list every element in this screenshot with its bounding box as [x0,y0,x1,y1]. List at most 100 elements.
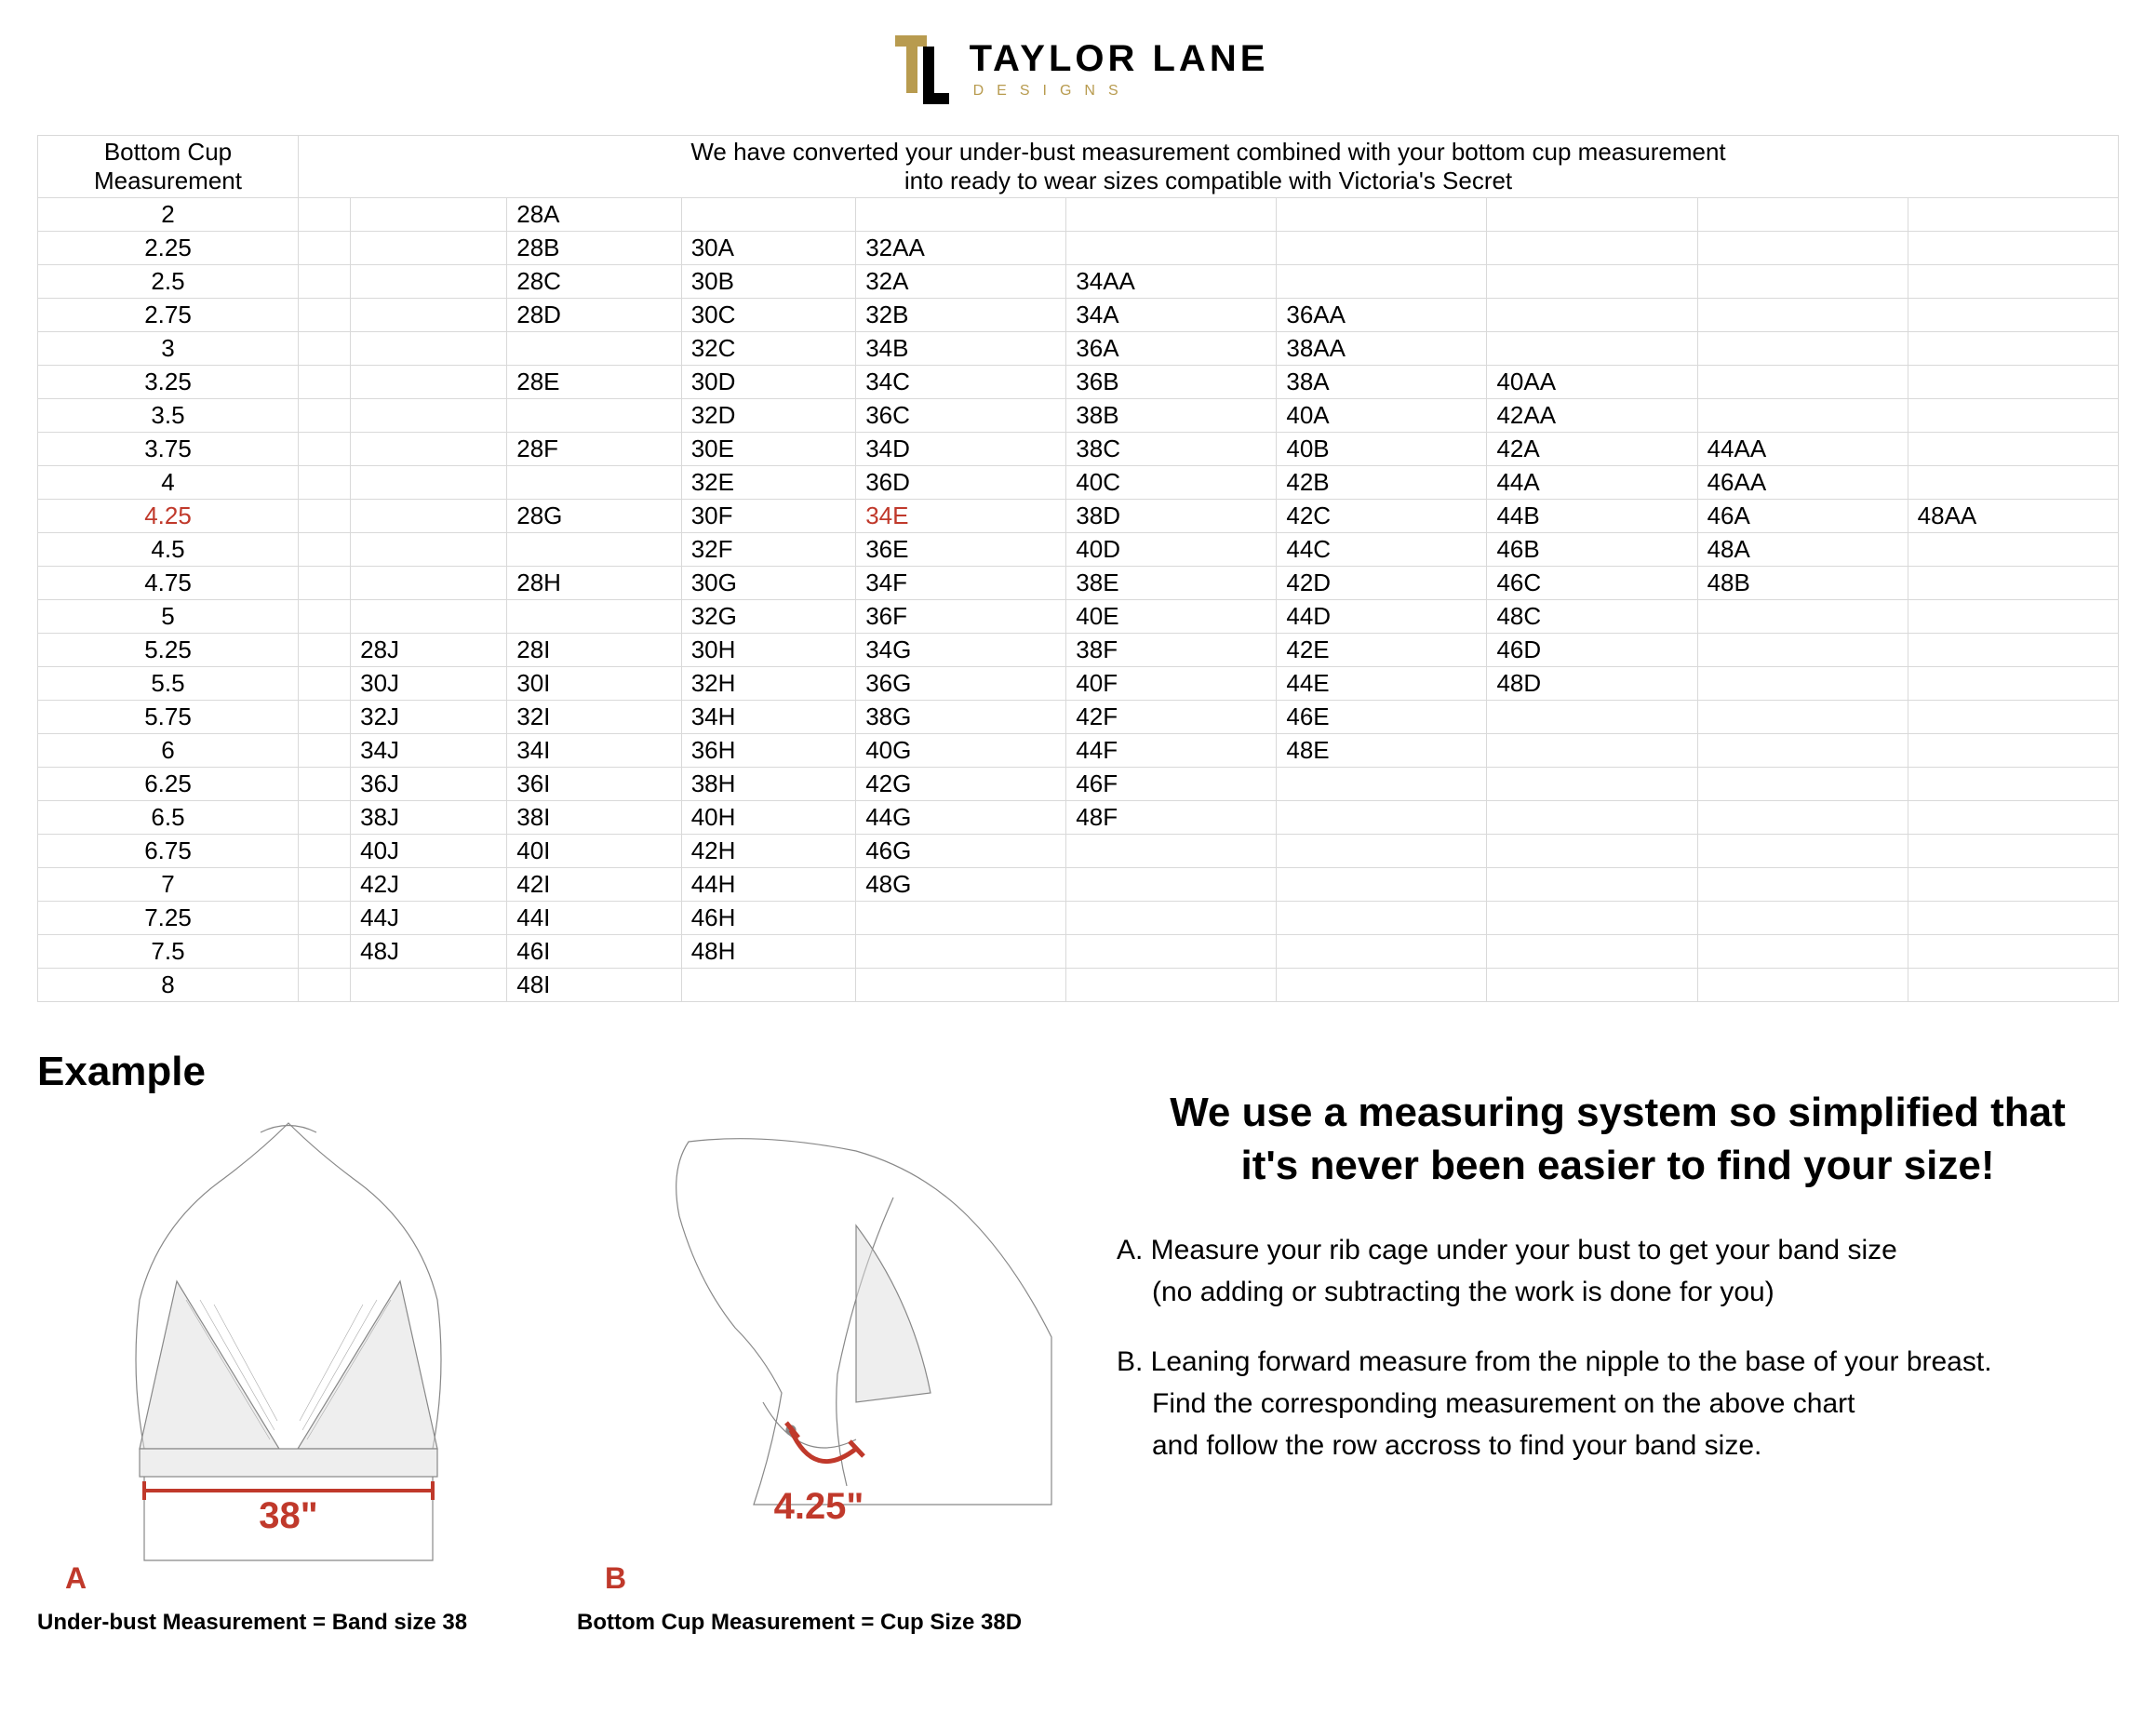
size-cell: 28I [507,634,681,667]
diagram-b-caption: Bottom Cup Measurement = Cup Size 38D [577,1610,1079,1636]
table-row: 3.2528E30D34C36B38A40AA [38,366,2119,399]
size-cell [1908,969,2118,1002]
size-cell: 36E [856,533,1066,567]
size-cell: 48J [351,935,507,969]
size-cell: 46C [1487,567,1697,600]
size-cell [299,198,351,232]
size-cell: 28C [507,265,681,299]
brand-logo: TAYLOR LANE DESIGNS [888,28,1269,112]
size-cell [299,265,351,299]
size-cell [1487,835,1697,868]
size-cell: 32H [681,667,855,701]
table-row: 3.7528F30E34D38C40B42A44AA [38,433,2119,466]
measurement-cell: 4.25 [38,500,299,533]
header-right: We have converted your under-bust measur… [299,136,2119,198]
table-row: 6.7540J40I42H46G [38,835,2119,868]
size-cell [299,600,351,634]
size-cell [351,466,507,500]
size-cell: 46B [1487,533,1697,567]
size-cell [299,533,351,567]
size-cell: 38AA [1277,332,1487,366]
size-cell [1908,232,2118,265]
size-cell: 38J [351,801,507,835]
size-cell [1277,835,1487,868]
size-cell: 44E [1277,667,1487,701]
size-cell [351,232,507,265]
measurement-cell: 2.75 [38,299,299,332]
instructions-headline: We use a measuring system so simplified … [1117,1086,2119,1192]
size-cell [1066,902,1277,935]
size-cell [1908,533,2118,567]
size-cell: 48G [856,868,1066,902]
size-cell [1277,969,1487,1002]
size-cell [1908,801,2118,835]
size-cell [299,399,351,433]
size-cell: 34H [681,701,855,734]
size-cell [507,466,681,500]
measurement-cell: 2 [38,198,299,232]
size-cell [1908,835,2118,868]
size-cell: 30E [681,433,855,466]
size-cell: 44F [1066,734,1277,768]
logo-mark [888,28,953,112]
size-cell [1697,299,1908,332]
size-cell: 40E [1066,600,1277,634]
size-cell [856,198,1066,232]
size-cell: 42B [1277,466,1487,500]
size-cell [299,935,351,969]
size-cell: 30C [681,299,855,332]
size-chart-table: Bottom Cup Measurement We have converted… [37,135,2119,1002]
size-cell: 40G [856,734,1066,768]
headline-line2: it's never been easier to find your size… [1240,1143,1994,1188]
size-cell [351,500,507,533]
size-cell: 30J [351,667,507,701]
size-cell: 44I [507,902,681,935]
size-cell: 46E [1277,701,1487,734]
table-row: 6.538J38I40H44G48F [38,801,2119,835]
size-cell [351,969,507,1002]
size-cell [299,835,351,868]
size-cell: 30F [681,500,855,533]
table-row: 532G36F40E44D48C [38,600,2119,634]
table-row: 4.7528H30G34F38E42D46C48B [38,567,2119,600]
diagram-b-measurement: 4.25" [774,1486,864,1527]
size-cell: 48D [1487,667,1697,701]
measurement-cell: 6 [38,734,299,768]
measurement-cell: 6.75 [38,835,299,868]
size-cell [1908,734,2118,768]
size-cell [299,299,351,332]
size-cell: 36F [856,600,1066,634]
size-cell: 36G [856,667,1066,701]
size-cell: 30B [681,265,855,299]
size-cell [299,433,351,466]
table-row: 7.2544J44I46H [38,902,2119,935]
size-cell: 34AA [1066,265,1277,299]
size-cell: 30A [681,232,855,265]
size-cell [1908,567,2118,600]
size-cell [1277,902,1487,935]
size-cell [1487,299,1697,332]
size-cell: 48I [507,969,681,1002]
header-right-line1: We have converted your under-bust measur… [690,138,1725,166]
size-cell: 34A [1066,299,1277,332]
size-cell: 32E [681,466,855,500]
brand-subtitle: DESIGNS [970,83,1269,100]
size-cell: 44H [681,868,855,902]
size-cell: 48E [1277,734,1487,768]
size-cell [1908,868,2118,902]
logo-container: TAYLOR LANE DESIGNS [37,28,2119,116]
size-cell: 36J [351,768,507,801]
measurement-cell: 2.5 [38,265,299,299]
size-cell: 28D [507,299,681,332]
measurement-cell: 7.25 [38,902,299,935]
size-cell: 42C [1277,500,1487,533]
size-cell [1697,265,1908,299]
size-cell [351,366,507,399]
size-cell [299,567,351,600]
size-cell [1487,935,1697,969]
size-cell: 34J [351,734,507,768]
size-cell [681,198,855,232]
size-cell: 40F [1066,667,1277,701]
header-right-line2: into ready to wear sizes compatible with… [904,167,1512,194]
size-cell: 32J [351,701,507,734]
